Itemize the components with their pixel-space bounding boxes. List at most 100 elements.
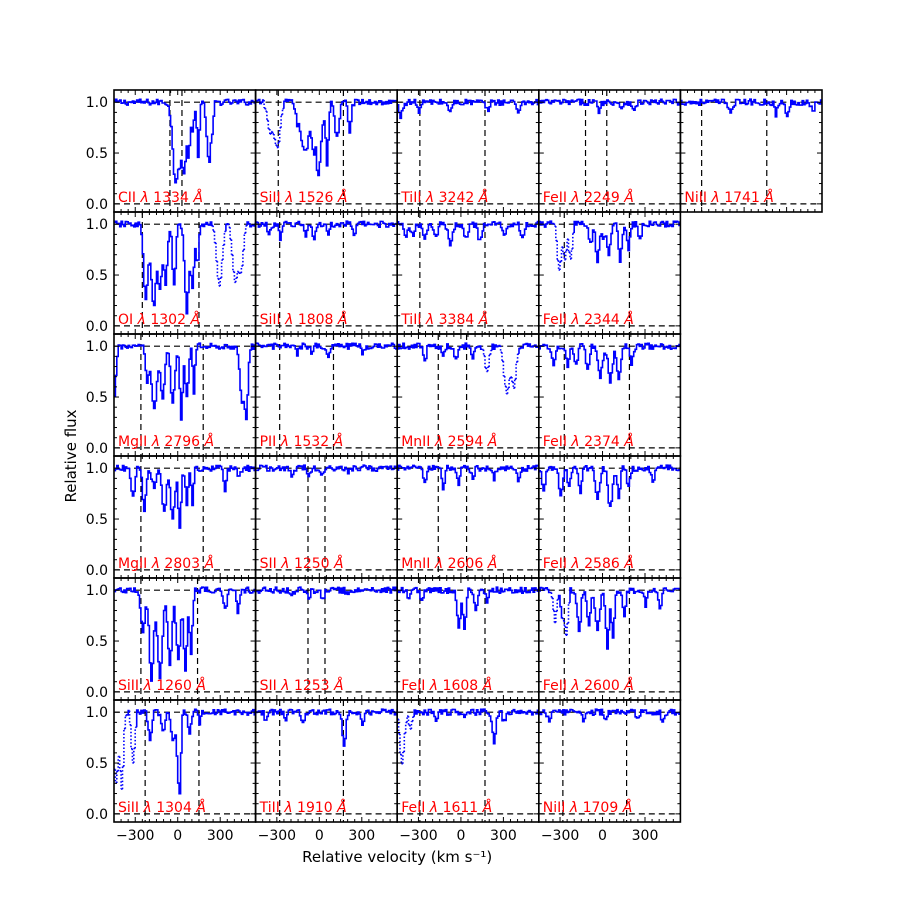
spectrum-tiii-3384 — [397, 220, 539, 247]
panel-label-siii-1808: SiII λ 1808 Å — [260, 311, 348, 328]
lambda-symbol: λ — [280, 678, 289, 694]
angstrom-unit: Å — [337, 189, 348, 206]
angstrom-unit: Å — [195, 677, 206, 694]
panel-label-niii-1709: NiII λ 1709 Å — [543, 799, 632, 816]
panel-label-feii-2249: FeII λ 2249 Å — [543, 189, 634, 206]
lambda-symbol: λ — [142, 800, 151, 816]
ion-name: SiII — [118, 678, 143, 694]
panel-feii-1608: FeII λ 1608 Å — [396, 577, 540, 701]
x-tick-label: −300 — [399, 828, 437, 844]
lambda-symbol: λ — [710, 190, 719, 206]
y-tick-label: 0.0 — [86, 685, 108, 701]
y-tick-label: 0.5 — [86, 756, 108, 772]
angstrom-unit: Å — [204, 555, 215, 572]
spectrum-mnii-2606 — [397, 464, 539, 491]
blend-spectrum-siii-1526 — [263, 100, 284, 149]
wavelength-value: 1302 — [146, 312, 191, 328]
lambda-symbol: λ — [283, 800, 292, 816]
lambda-symbol: λ — [570, 678, 579, 694]
panel-feii-1611: −300 0 300 FeII λ 1611 Å — [396, 699, 540, 844]
x-tick-label: 300 — [490, 828, 517, 844]
wavelength-value: 2803 — [160, 556, 205, 572]
angstrom-unit: Å — [763, 189, 774, 206]
angstrom-unit: Å — [623, 189, 634, 206]
spectrum-siii-1808 — [255, 220, 398, 242]
y-tick-label: 0.0 — [86, 319, 108, 335]
x-tick-label: 0 — [315, 828, 324, 844]
lambda-symbol: λ — [151, 434, 160, 450]
lambda-symbol: λ — [434, 434, 443, 450]
lambda-symbol: λ — [142, 678, 151, 694]
lambda-symbol: λ — [570, 556, 579, 572]
angstrom-unit: Å — [192, 189, 203, 206]
x-tick-label: −300 — [116, 828, 154, 844]
angstrom-unit: Å — [337, 311, 348, 328]
spectrum-sii-1253 — [255, 586, 398, 600]
ion-name: TiII — [400, 312, 426, 328]
blend-spectrum-feii-2344 — [553, 223, 575, 271]
panel-niii-1741: NiII λ 1741 Å — [679, 89, 823, 213]
wavelength-value: 1611 — [438, 800, 483, 816]
lambda-symbol: λ — [425, 190, 434, 206]
panel-tiii-3384: TiII λ 3384 Å — [396, 211, 540, 335]
spectrum-siii-1304 — [125, 708, 256, 795]
spectrum-cii-1334 — [114, 98, 256, 184]
y-tick-label: 1.0 — [86, 583, 108, 599]
y-axis-title: Relative flux — [62, 409, 80, 502]
panel-label-feii-1611: FeII λ 1611 Å — [401, 799, 492, 816]
wavelength-value: 3384 — [434, 312, 479, 328]
panel-mnii-2606: MnII λ 2606 Å — [396, 455, 540, 579]
lambda-symbol: λ — [570, 190, 579, 206]
panel-label-feii-2586: FeII λ 2586 Å — [543, 555, 634, 572]
wavelength-value: 2344 — [580, 312, 625, 328]
spectrum-sii-1250 — [255, 464, 398, 478]
ion-name: TiII — [400, 190, 426, 206]
ion-name: FeII — [543, 556, 572, 572]
lambda-symbol: λ — [570, 434, 579, 450]
spectrum-feii-2374 — [538, 342, 681, 384]
spectrum-pii-1532 — [255, 342, 398, 359]
y-tick-label: 0.0 — [86, 807, 108, 823]
y-tick-label: 1.0 — [86, 217, 108, 233]
lambda-symbol: λ — [139, 190, 148, 206]
wavelength-value: 1260 — [152, 678, 197, 694]
ion-name: SiII — [118, 800, 143, 816]
angstrom-unit: Å — [482, 677, 493, 694]
angstrom-unit: Å — [487, 433, 498, 450]
panel-label-mnii-2606: MnII λ 2606 Å — [401, 555, 497, 572]
wavelength-value: 2249 — [580, 190, 625, 206]
y-tick-label: 1.0 — [86, 339, 108, 355]
spectrum-niii-1741 — [680, 98, 823, 118]
panel-sii-1250: SII λ 1250 Å — [254, 455, 399, 579]
panel-siii-1260: 0.0 0.5 1.0 SiII λ 1260 Å — [86, 577, 257, 701]
wavelength-value: 1250 — [290, 556, 335, 572]
ion-name: MnII — [401, 434, 435, 450]
ion-name: FeII — [543, 190, 572, 206]
spectrum-feii-2600 — [538, 586, 681, 650]
blend-spectrum-feii-2600 — [550, 592, 570, 636]
y-tick-label: 0.5 — [86, 634, 108, 650]
wavelength-value: 1526 — [293, 190, 338, 206]
x-axis-title: Relative velocity (km s⁻¹) — [302, 848, 492, 866]
angstrom-unit: Å — [333, 555, 344, 572]
ion-name: FeII — [543, 434, 572, 450]
panel-label-siii-1526: SiII λ 1526 Å — [260, 189, 348, 206]
y-tick-label: 0.5 — [86, 146, 108, 162]
y-tick-label: 0.5 — [86, 390, 108, 406]
y-tick-label: 0.0 — [86, 563, 108, 579]
wavelength-value: 1532 — [289, 434, 334, 450]
panel-feii-2344: FeII λ 2344 Å — [537, 211, 682, 335]
panel-label-siii-1304: SiII λ 1304 Å — [118, 799, 206, 816]
angstrom-unit: Å — [623, 677, 634, 694]
angstrom-unit: Å — [336, 799, 347, 816]
lambda-symbol: λ — [569, 800, 578, 816]
blend-spectrum-mnii-2594 — [481, 345, 519, 395]
wavelength-value: 1808 — [293, 312, 338, 328]
wavelength-value: 1910 — [293, 800, 338, 816]
ion-name: FeII — [401, 800, 430, 816]
panel-label-feii-2600: FeII λ 2600 Å — [543, 677, 634, 694]
panel-label-niii-1741: NiII λ 1741 Å — [684, 189, 773, 206]
spectrum-feii-1611 — [413, 708, 539, 745]
lambda-symbol: λ — [137, 312, 146, 328]
